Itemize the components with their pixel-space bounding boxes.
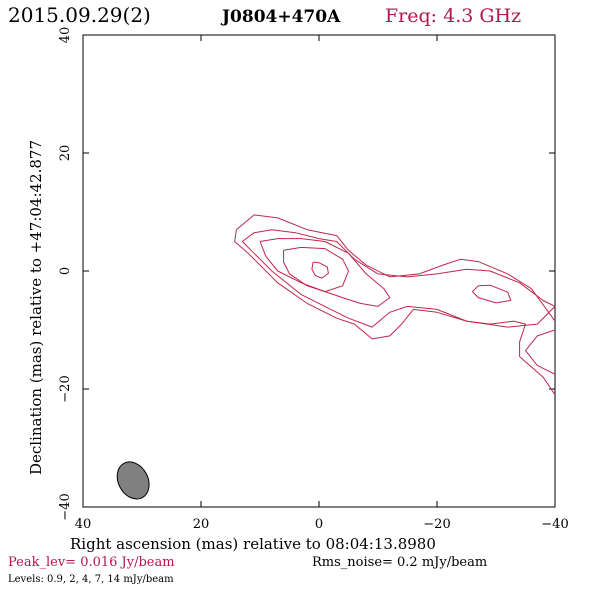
x-tick-label: −20 [423,517,450,532]
source-name: J0804+470A [220,7,341,27]
axis-ticks [82,34,556,508]
contour-line [311,261,329,279]
x-tick-label: −40 [541,517,568,532]
contour-line [234,229,555,396]
y-tick-label: 20 [58,145,73,162]
x-tick-label: 20 [193,517,210,532]
contour-line [283,246,349,293]
frequency-label: Freq: 4.3 GHz [385,5,521,27]
x-tick-label: 40 [75,517,92,532]
beam-ellipse-shape [116,461,150,500]
contour-line [472,284,512,304]
contour-line [241,229,555,328]
beam-ellipse [116,461,150,500]
y-tick-label: −40 [58,493,73,520]
peak-level: Peak_lev= 0.016 Jy/beam [8,555,175,570]
contour-line [259,238,391,307]
y-tick-label: 0 [58,267,73,275]
x-tick-labels: 40 20 0 −20 −40 [75,517,569,532]
contour-line [525,329,555,375]
contour-lines [234,214,555,396]
x-axis-label: Right ascension (mas) relative to 08:04:… [70,535,436,553]
y-tick-label: 40 [58,27,73,44]
rms-noise: Rms_noise= 0.2 mJy/beam [312,555,487,570]
contour-levels: Levels: 0.9, 2, 4, 7, 14 mJy/beam [8,574,174,585]
x-tick-label: 0 [315,517,323,532]
observation-date: 2015.09.29(2) [8,3,151,27]
y-tick-label: −20 [58,375,73,402]
contour-line [236,214,555,322]
y-tick-labels: 40 20 0 −20 −40 [58,27,73,521]
y-axis-label: Declination (mas) relative to +47:04:42.… [27,140,45,475]
